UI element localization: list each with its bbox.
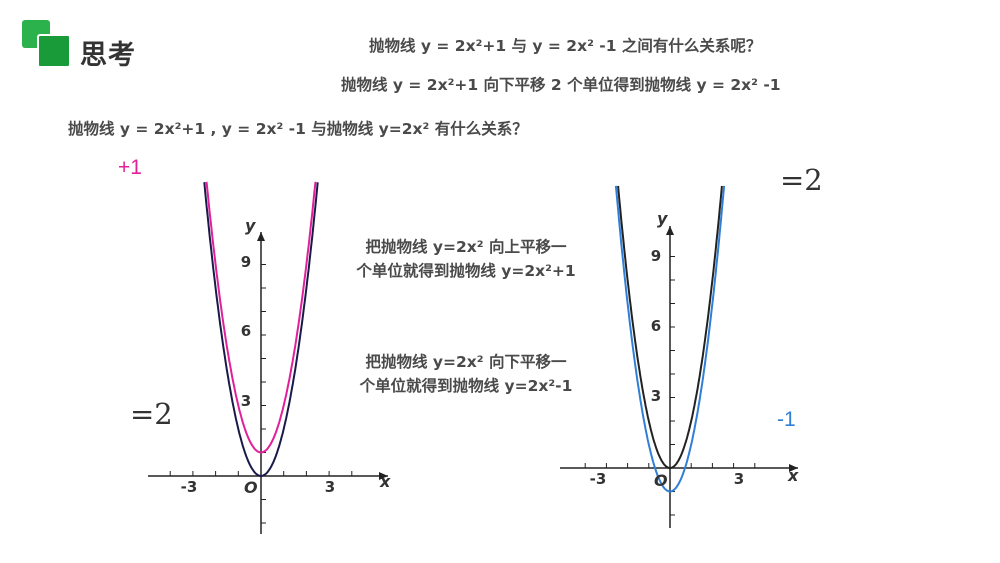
- left-origin-label: O: [244, 478, 258, 497]
- left-x-axis-label: x: [379, 472, 391, 491]
- logo-icon: [22, 20, 72, 68]
- logo-square-front: [37, 34, 71, 68]
- right-x-tick-label: 3: [734, 470, 744, 488]
- left-y-tick-label: 3: [241, 392, 251, 410]
- shift-up-note: 把抛物线 y=2x² 向上平移一 个单位就得到抛物线 y=2x²+1: [340, 235, 592, 283]
- shift-up-note-line1: 把抛物线 y=2x² 向上平移一: [365, 238, 567, 256]
- equals-two-left-label: =2: [130, 397, 173, 431]
- page-title: 思考: [80, 40, 136, 71]
- right-origin-label: O: [654, 471, 668, 490]
- left-y-axis-arrow: [257, 232, 265, 241]
- question-1: 抛物线 y = 2x²+1 与 y = 2x² -1 之间有什么关系呢？: [369, 37, 762, 55]
- right-curve-y-2x-2-1: [614, 185, 726, 493]
- equals-two-right-label: =2: [780, 163, 823, 197]
- left-x-tick-label: -3: [181, 478, 198, 496]
- shift-down-note-line2: 个单位就得到抛物线 y=2x²-1: [359, 377, 573, 395]
- answer-1: 抛物线 y = 2x²+1 向下平移 2 个单位得到抛物线 y = 2x² -1: [341, 76, 781, 94]
- right-curve-y-2x-2: [617, 185, 723, 470]
- shift-down-note-line1: 把抛物线 y=2x² 向下平移一: [365, 353, 567, 371]
- left-curve-y-2x-2: [203, 182, 319, 478]
- left-curve-y-2x-2-1: [205, 181, 317, 454]
- shift-down-note: 把抛物线 y=2x² 向下平移一 个单位就得到抛物线 y=2x²-1: [340, 350, 592, 398]
- question-2: 抛物线 y = 2x²+1 , y = 2x² -1 与抛物线 y=2x² 有什…: [68, 120, 528, 138]
- right-x-axis-label: x: [787, 466, 799, 485]
- shift-up-note-line2: 个单位就得到抛物线 y=2x²+1: [356, 262, 576, 280]
- left-y-tick-label: 9: [241, 253, 251, 271]
- right-x-tick-label: -3: [590, 470, 607, 488]
- left-y-tick-label: 6: [241, 322, 251, 340]
- plus-one-label: +1: [118, 156, 142, 179]
- right-y-axis-arrow: [666, 226, 674, 235]
- left-x-tick-label: 3: [325, 478, 335, 496]
- left-x-axis-arrow: [379, 472, 388, 480]
- right-y-tick-label: 9: [651, 247, 661, 265]
- left-y-axis-label: y: [245, 216, 256, 235]
- right-y-tick-label: 6: [651, 317, 661, 335]
- minus-one-label: -1: [777, 408, 796, 431]
- right-x-axis-arrow: [789, 464, 798, 472]
- right-y-axis-label: y: [657, 209, 668, 228]
- right-y-tick-label: 3: [651, 387, 661, 405]
